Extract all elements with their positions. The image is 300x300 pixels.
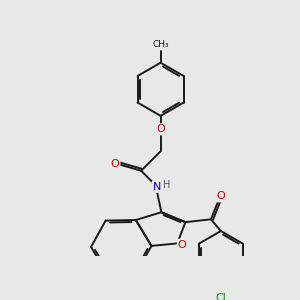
Text: CH₃: CH₃: [152, 40, 169, 50]
Text: O: O: [110, 159, 119, 169]
Text: O: O: [156, 124, 165, 134]
Text: Cl: Cl: [215, 293, 226, 300]
Text: H: H: [163, 180, 171, 190]
Text: N: N: [153, 182, 161, 192]
Text: O: O: [178, 240, 187, 250]
Text: O: O: [216, 191, 225, 201]
